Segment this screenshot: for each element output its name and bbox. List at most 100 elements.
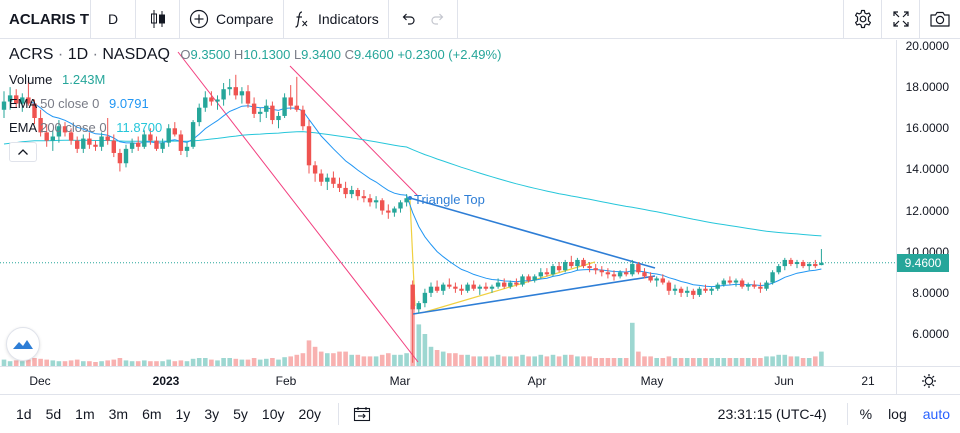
candle-body — [404, 198, 409, 203]
candle-body — [282, 97, 287, 116]
candle-body — [148, 134, 153, 141]
range-button-3y[interactable]: 3y — [204, 406, 220, 422]
volume-bar — [678, 358, 684, 366]
candle-body — [416, 303, 421, 310]
legend-collapse-button[interactable] — [9, 142, 37, 162]
candle-body — [532, 276, 537, 281]
axis-settings-button[interactable] — [896, 366, 960, 394]
range-button-20y[interactable]: 20y — [298, 406, 322, 422]
volume-bar — [288, 356, 293, 366]
volume-bar — [166, 359, 171, 366]
volume-bar — [276, 359, 281, 366]
bottom-toolbar: 1d 5d 1m 3m 6m 1y 3y 5y 10y 20y 23:31:15 (UTC-4) … — [0, 394, 960, 433]
volume-bar — [752, 358, 757, 366]
time-tick: Mar — [389, 374, 411, 388]
candle-body — [685, 290, 690, 293]
volume-bar — [819, 351, 824, 366]
volume-bar — [361, 356, 367, 366]
close-label: C — [344, 47, 354, 62]
candle-body — [142, 134, 147, 147]
ema200-legend[interactable]: EMA 200 close 0 11.8700 — [9, 120, 162, 135]
auto-scale-toggle[interactable]: auto — [922, 406, 950, 422]
candle-body — [495, 282, 501, 287]
volume-bar — [514, 356, 519, 366]
undo-icon[interactable] — [400, 11, 416, 27]
candle-body — [392, 208, 397, 213]
chart-type-button[interactable] — [136, 0, 180, 39]
candle-body — [654, 278, 659, 281]
compare-button[interactable]: Compare — [180, 0, 284, 39]
range-button-10y[interactable]: 10y — [261, 406, 285, 422]
clock-timezone[interactable]: 23:31:15 (UTC-4) — [717, 406, 827, 422]
go-to-date-button[interactable] — [349, 395, 375, 433]
log-scale-toggle[interactable]: log — [888, 406, 907, 422]
volume-bar — [428, 346, 434, 366]
range-button-1m[interactable]: 1m — [75, 406, 95, 422]
range-button-1y[interactable]: 1y — [175, 406, 191, 422]
candle-body — [209, 97, 214, 102]
interval-button[interactable]: D — [91, 0, 136, 39]
candle-body — [44, 132, 49, 141]
candle-body — [727, 280, 733, 283]
settings-button[interactable] — [844, 0, 882, 39]
candle-body — [251, 103, 257, 114]
ema50-legend[interactable]: EMA 50 close 0 9.0791 — [9, 96, 149, 111]
indicators-button[interactable]: Indicators — [284, 0, 389, 39]
candle-body — [678, 288, 684, 293]
time-axis[interactable]: Dec 2023 Feb Mar Apr May Jun 21 — [0, 366, 896, 394]
candle-body — [477, 286, 482, 289]
candle-body — [447, 284, 452, 287]
candle-body — [739, 280, 745, 287]
candle-body — [502, 282, 507, 287]
date-range-group: 1d 5d 1m 3m 6m 1y 3y 5y 10y 20y — [0, 395, 328, 433]
volume-bar — [569, 354, 574, 366]
range-button-5y[interactable]: 5y — [233, 406, 248, 422]
volume-bar — [264, 358, 269, 366]
candle-body — [526, 276, 531, 281]
price-axis[interactable]: 20.0000 18.0000 16.0000 14.0000 12.0000 10.00… — [896, 39, 960, 366]
candle-body — [264, 105, 269, 112]
percent-scale-toggle[interactable]: % — [859, 406, 873, 422]
legend-symbol[interactable]: ACRS — [9, 46, 54, 63]
candle-body — [239, 91, 245, 96]
volume-legend[interactable]: Volume 1.243M — [9, 72, 105, 87]
candle-body — [733, 280, 739, 283]
function-icon — [295, 11, 308, 28]
range-button-6m[interactable]: 6m — [142, 406, 162, 422]
volume-bar — [623, 358, 629, 366]
range-button-1d[interactable]: 1d — [16, 406, 32, 422]
symbol-search-button[interactable]: ACLARIS TH — [0, 0, 91, 39]
volume-bar — [178, 360, 184, 366]
ema50-value: 9.0791 — [108, 96, 149, 111]
candle-body — [428, 286, 434, 293]
volume-bar — [648, 356, 653, 366]
volume-bar — [501, 356, 507, 366]
snapshot-button[interactable] — [920, 0, 960, 39]
volume-bar — [562, 354, 568, 366]
time-tick: Dec — [29, 374, 51, 388]
low-value: 9.3400 — [301, 47, 341, 62]
candle-body — [215, 99, 220, 102]
chart-pane[interactable]: Triangle Top ACRS · 1D · NASDAQ O9.3500 … — [0, 40, 896, 366]
candle-body — [422, 292, 428, 304]
fullscreen-button[interactable] — [882, 0, 920, 39]
tradingview-logo[interactable] — [6, 327, 40, 361]
range-button-3m[interactable]: 3m — [108, 406, 129, 422]
volume-bar — [239, 359, 245, 366]
volume-bar — [477, 356, 483, 366]
chart-canvas[interactable]: Triangle Top — [0, 40, 896, 366]
volume-bar — [630, 322, 635, 366]
candle-body — [520, 276, 525, 285]
candle-body — [544, 272, 550, 275]
pattern-label[interactable]: Triangle Top — [414, 192, 485, 207]
redo-icon[interactable] — [430, 11, 446, 27]
candle-body — [166, 128, 171, 143]
candle-body — [68, 132, 74, 141]
candle-body — [111, 140, 116, 153]
volume-bar — [215, 360, 220, 366]
top-toolbar: ACLARIS TH D Compare Indica — [0, 0, 960, 39]
candle-body — [172, 128, 177, 135]
volume-bar — [312, 346, 318, 366]
range-button-5d[interactable]: 5d — [45, 406, 62, 422]
volume-bar — [257, 359, 263, 366]
